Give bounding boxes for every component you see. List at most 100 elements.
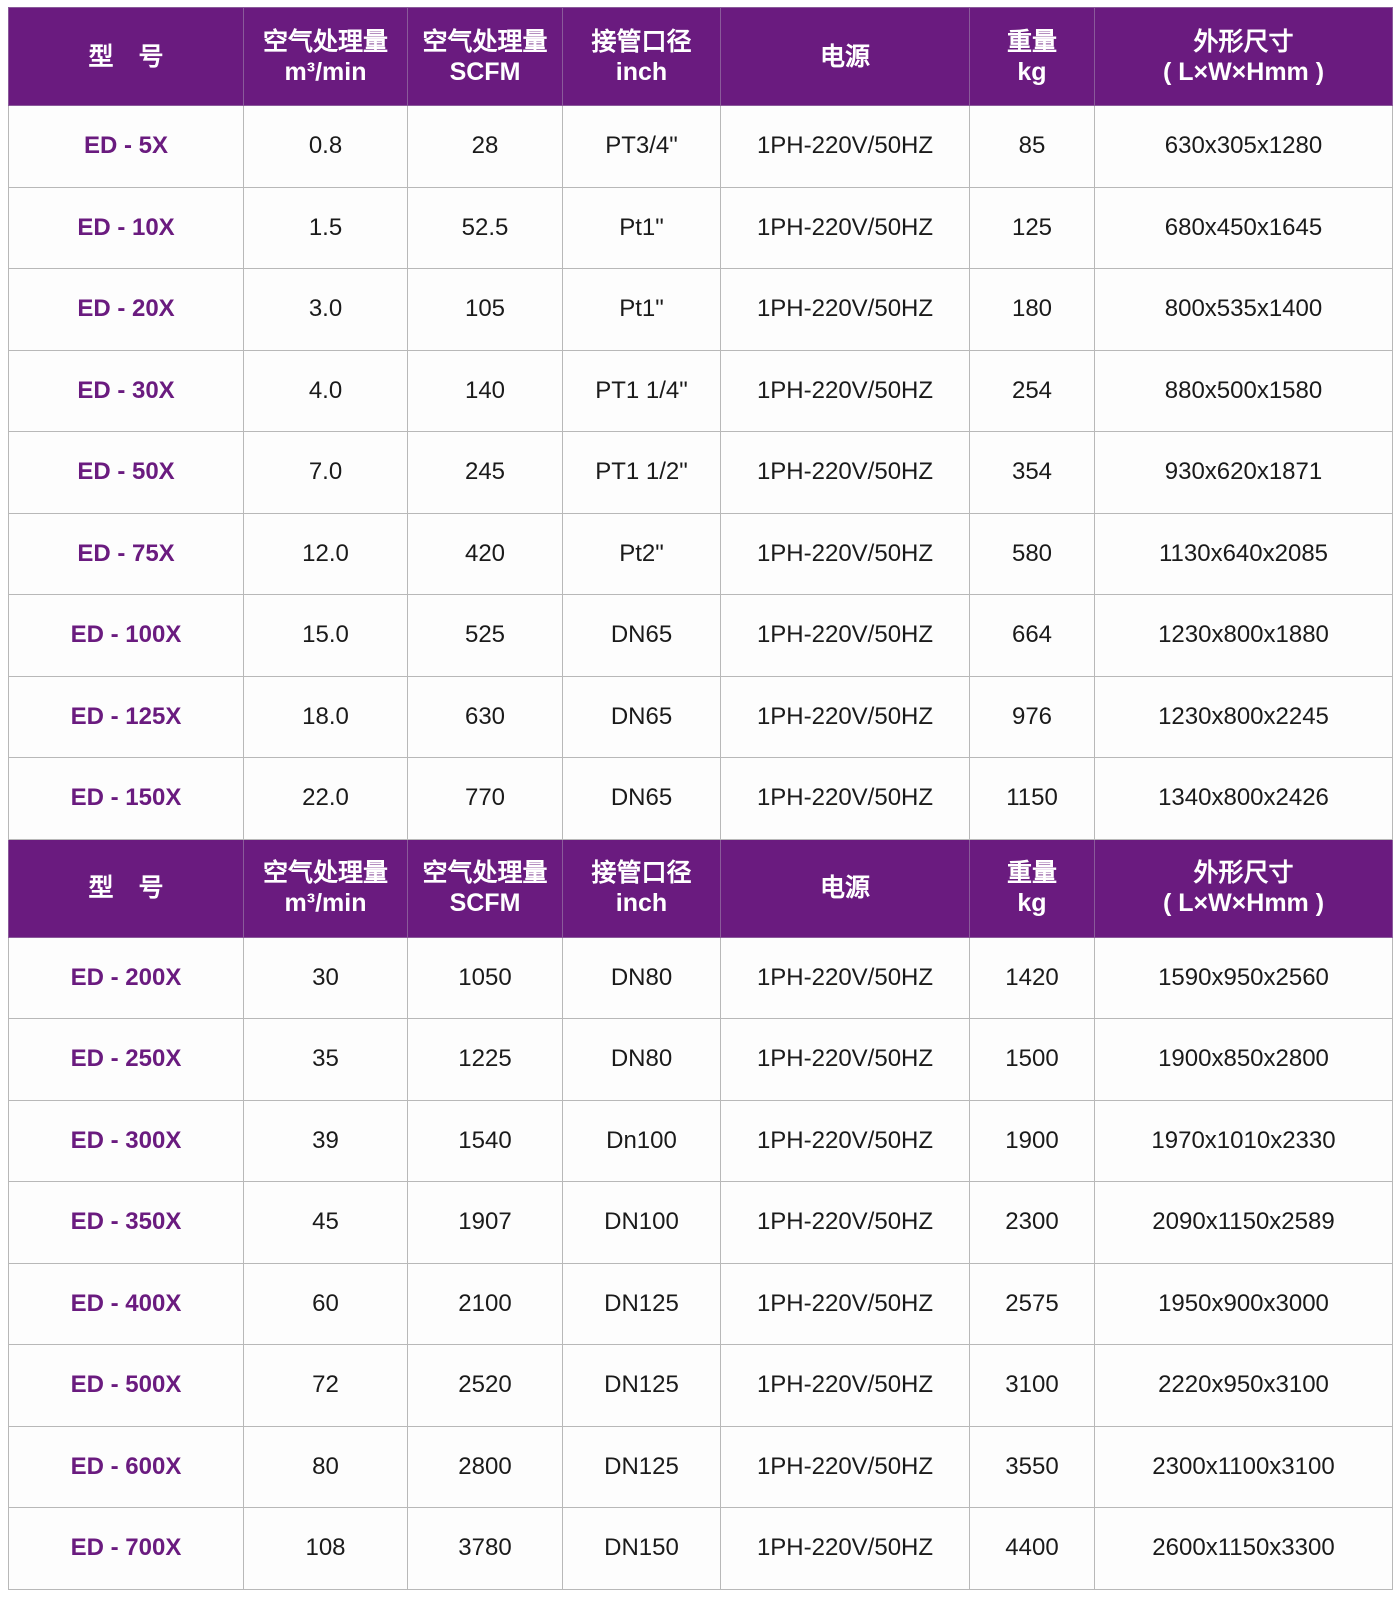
cell-weight: 1900: [969, 1099, 1095, 1182]
cell-power: 1PH-220V/50HZ: [720, 675, 970, 758]
cell-power: 1PH-220V/50HZ: [720, 431, 970, 514]
cell-flow-scfm: 140: [407, 349, 563, 432]
cell-weight: 976: [969, 675, 1095, 758]
cell-flow-m3min: 72: [243, 1344, 408, 1427]
cell-power: 1PH-220V/50HZ: [720, 1099, 970, 1182]
cell-dimensions: 880x500x1580: [1094, 349, 1393, 432]
cell-flow-scfm: 1907: [407, 1181, 563, 1264]
header-label: 空气处理量: [262, 27, 388, 56]
cell-dimensions: 2220x950x3100: [1094, 1344, 1393, 1427]
cell-pipe-size: DN100: [562, 1181, 721, 1264]
cell-flow-scfm: 420: [407, 512, 563, 595]
cell-model: ED - 75X: [8, 512, 244, 595]
header-label: 空气处理量: [262, 859, 388, 887]
table-row: ED - 400X 60 2100 DN125 1PH-220V/50HZ 2575 195…: [8, 1262, 1393, 1345]
table-row: ED - 150X 22.0 770 DN65 1PH-220V/50HZ 1150 134…: [8, 757, 1393, 840]
cell-pipe-size: DN80: [562, 936, 721, 1019]
header-label: 空气处理量: [422, 27, 548, 56]
cell-flow-m3min: 3.0: [243, 268, 408, 351]
cell-model: ED - 20X: [8, 268, 244, 351]
cell-model: ED - 30X: [8, 349, 244, 432]
table-row: ED - 50X 7.0 245 PT1 1/2" 1PH-220V/50HZ 354 93…: [8, 431, 1393, 514]
header-flow-scfm: 空气处理量 SCFM: [407, 7, 563, 106]
cell-power: 1PH-220V/50HZ: [720, 1507, 970, 1590]
header-label: 型 号: [88, 42, 164, 71]
header-power: 电源: [720, 7, 970, 106]
header-label: 接管口径: [591, 859, 692, 887]
cell-flow-scfm: 2100: [407, 1262, 563, 1345]
cell-weight: 1150: [969, 757, 1095, 840]
cell-flow-scfm: 630: [407, 675, 563, 758]
cell-weight: 580: [969, 512, 1095, 595]
cell-pipe-size: PT1 1/4": [562, 349, 721, 432]
cell-power: 1PH-220V/50HZ: [720, 349, 970, 432]
cell-pipe-size: DN65: [562, 675, 721, 758]
cell-pipe-size: Dn100: [562, 1099, 721, 1182]
cell-pipe-size: DN65: [562, 594, 721, 677]
table-row: ED - 600X 80 2800 DN125 1PH-220V/50HZ 3550 230…: [8, 1425, 1393, 1508]
cell-flow-m3min: 45: [243, 1181, 408, 1264]
cell-flow-scfm: 245: [407, 431, 563, 514]
cell-model: ED - 300X: [8, 1099, 244, 1182]
header-unit: kg: [1017, 889, 1047, 917]
table-row: ED - 300X 39 1540 Dn100 1PH-220V/50HZ 1900 197…: [8, 1099, 1393, 1182]
table-row: ED - 500X 72 2520 DN125 1PH-220V/50HZ 3100 222…: [8, 1344, 1393, 1427]
header-weight: 重量 kg: [969, 838, 1095, 938]
cell-weight: 1420: [969, 936, 1095, 1019]
cell-weight: 85: [969, 105, 1095, 188]
header-flow-scfm: 空气处理量 SCFM: [407, 838, 563, 938]
cell-flow-scfm: 525: [407, 594, 563, 677]
cell-power: 1PH-220V/50HZ: [720, 1344, 970, 1427]
cell-dimensions: 1970x1010x2330: [1094, 1099, 1393, 1182]
header-power: 电源: [720, 838, 970, 938]
cell-flow-m3min: 15.0: [243, 594, 408, 677]
cell-dimensions: 800x535x1400: [1094, 268, 1393, 351]
cell-weight: 254: [969, 349, 1095, 432]
header-unit: SCFM: [449, 57, 521, 86]
cell-flow-m3min: 80: [243, 1425, 408, 1508]
cell-pipe-size: DN80: [562, 1018, 721, 1101]
cell-flow-scfm: 770: [407, 757, 563, 840]
cell-dimensions: 2300x1100x3100: [1094, 1425, 1393, 1508]
cell-dimensions: 630x305x1280: [1094, 105, 1393, 188]
header-unit: inch: [615, 57, 668, 86]
cell-model: ED - 10X: [8, 186, 244, 269]
cell-model: ED - 250X: [8, 1018, 244, 1101]
header-unit: m³/min: [284, 57, 367, 86]
cell-model: ED - 400X: [8, 1262, 244, 1345]
cell-flow-scfm: 52.5: [407, 186, 563, 269]
cell-model: ED - 150X: [8, 757, 244, 840]
cell-dimensions: 2090x1150x2589: [1094, 1181, 1393, 1264]
table-row: ED - 75X 12.0 420 Pt2" 1PH-220V/50HZ 580 1130x…: [8, 512, 1393, 595]
header-unit: ( L×W×Hmm ): [1162, 889, 1325, 917]
cell-pipe-size: DN150: [562, 1507, 721, 1590]
cell-flow-scfm: 1050: [407, 936, 563, 1019]
table-row: ED - 700X 108 3780 DN150 1PH-220V/50HZ 4400 26…: [8, 1507, 1393, 1590]
header-unit: inch: [615, 889, 668, 917]
header-label: 电源: [819, 42, 870, 71]
cell-weight: 3100: [969, 1344, 1095, 1427]
header-unit: SCFM: [449, 889, 521, 917]
cell-model: ED - 50X: [8, 431, 244, 514]
cell-dimensions: 1230x800x2245: [1094, 675, 1393, 758]
cell-model: ED - 600X: [8, 1425, 244, 1508]
cell-model: ED - 350X: [8, 1181, 244, 1264]
header-label: 接管口径: [591, 27, 692, 56]
cell-weight: 664: [969, 594, 1095, 677]
header-row: 型 号空气处理量 m³/min 空气处理量 SCFM 接管口径 inch 电源 重量 kg 外形尺…: [8, 838, 1393, 938]
cell-flow-m3min: 12.0: [243, 512, 408, 595]
cell-model: ED - 200X: [8, 936, 244, 1019]
header-label: 型 号: [88, 874, 164, 902]
cell-dimensions: 1130x640x2085: [1094, 512, 1393, 595]
cell-weight: 180: [969, 268, 1095, 351]
header-label: 外形尺寸: [1193, 27, 1294, 56]
cell-power: 1PH-220V/50HZ: [720, 512, 970, 595]
cell-power: 1PH-220V/50HZ: [720, 1181, 970, 1264]
header-dimensions: 外形尺寸( L×W×Hmm ): [1094, 838, 1393, 938]
header-label: 电源: [819, 874, 870, 902]
cell-dimensions: 1900x850x2800: [1094, 1018, 1393, 1101]
cell-dimensions: 1340x800x2426: [1094, 757, 1393, 840]
cell-flow-m3min: 1.5: [243, 186, 408, 269]
cell-power: 1PH-220V/50HZ: [720, 757, 970, 840]
cell-pipe-size: DN125: [562, 1344, 721, 1427]
